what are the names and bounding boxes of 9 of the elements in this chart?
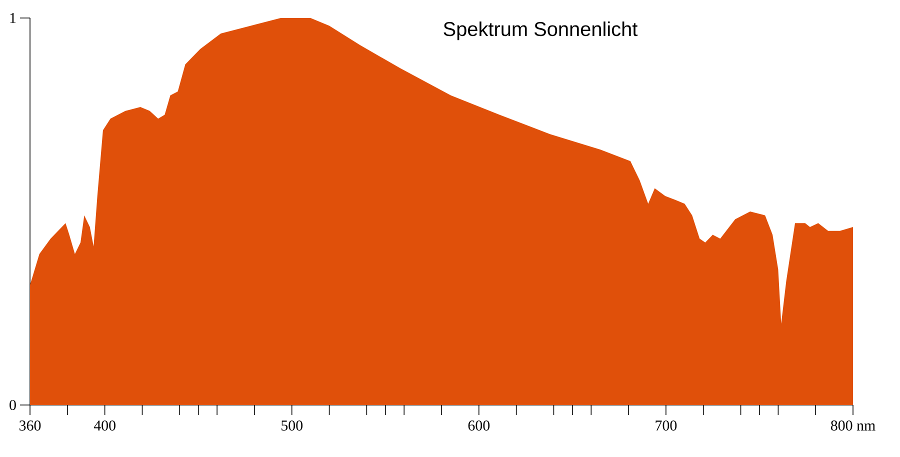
x-tick-label: 800 nm xyxy=(830,420,876,431)
x-tick-label: 500 xyxy=(282,420,303,431)
x-tick-label: 400 xyxy=(94,420,116,431)
y-tick-label: 0 xyxy=(10,400,16,410)
chart-title: Spektrum Sonnenlicht xyxy=(444,22,638,40)
x-tick-label: 600 xyxy=(468,420,490,431)
x-tick-label: 700 xyxy=(656,420,677,431)
y-tick-label: 1 xyxy=(10,13,16,23)
x-tick-label: 360 xyxy=(20,420,41,431)
